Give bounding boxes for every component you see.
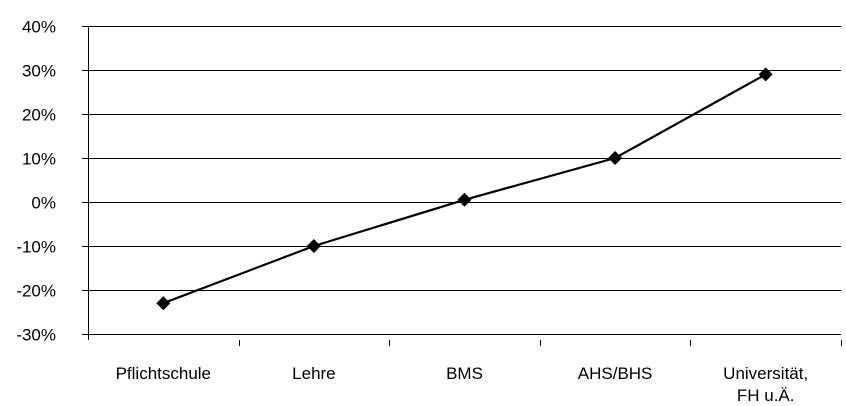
y-tick-label: -10% [16, 238, 56, 257]
y-tick-label: 10% [22, 150, 56, 169]
x-tick-label: Universität, FH u.Ä. [723, 364, 808, 405]
y-tick-label: 40% [22, 18, 56, 37]
y-tick-label: -30% [16, 326, 56, 345]
gridlines [82, 26, 841, 335]
data-point [758, 67, 773, 82]
y-tick-label: 0% [31, 194, 56, 213]
series-line [162, 73, 767, 305]
x-tick-label: AHS/BHS [578, 364, 653, 383]
y-tick-label: 30% [22, 62, 56, 81]
data-point [306, 239, 321, 253]
axes [88, 26, 842, 346]
data-point [608, 151, 623, 165]
y-tick-label: -20% [16, 282, 56, 301]
y-tick-labels: -30% -20% -10% 0% 10% 20% 30% 40% [16, 18, 56, 345]
x-tick-label: Lehre [292, 364, 335, 383]
series [156, 67, 773, 311]
x-tick-label: Pflichtschule [116, 364, 211, 383]
data-point [156, 296, 171, 311]
x-tick-label: BMS [446, 364, 483, 383]
x-tick-labels: Pflichtschule Lehre BMS AHS/BHS Universität,… [116, 364, 809, 405]
data-point [457, 192, 472, 207]
y-tick-label: 20% [22, 106, 56, 125]
